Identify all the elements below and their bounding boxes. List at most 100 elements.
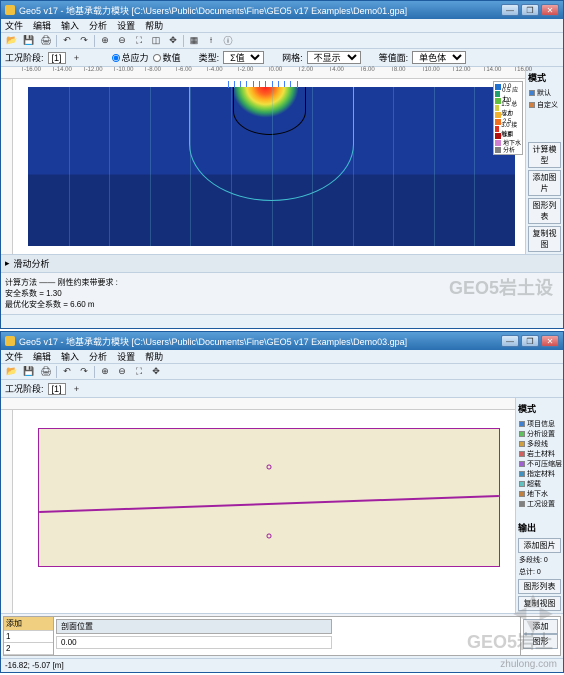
add-button[interactable]: 添加 xyxy=(523,619,558,634)
zoom-window-icon[interactable]: ◫ xyxy=(149,34,163,48)
mode-item[interactable]: 项目信息 xyxy=(518,419,561,429)
mode-default[interactable]: 默认 xyxy=(528,88,561,98)
add-pic-button[interactable]: 添加图片 xyxy=(518,538,561,553)
mode-item[interactable]: 地下水 xyxy=(518,489,561,499)
copy-view-button[interactable]: 复制视图 xyxy=(528,226,561,252)
profile-canvas[interactable] xyxy=(13,410,515,585)
marker-2[interactable] xyxy=(267,533,272,538)
minimize-button[interactable]: — xyxy=(501,4,519,16)
save-icon[interactable]: 💾 xyxy=(22,34,36,48)
row-num-2[interactable]: 2 xyxy=(4,643,53,655)
titlebar[interactable]: Geo5 v17 - 地基承载力模块 [C:\Users\Public\Docu… xyxy=(1,332,563,350)
mesh-select[interactable]: 不显示 xyxy=(307,51,361,64)
zoom-out-icon[interactable]: ⊖ xyxy=(115,365,129,379)
redo-icon[interactable]: ↷ xyxy=(77,365,91,379)
app-icon xyxy=(5,336,15,346)
mode-panel: 模式 默认 自定义 计算模型 添加图片 图形列表 复制视图 xyxy=(525,67,563,254)
menu-edit[interactable]: 编辑 xyxy=(33,19,51,32)
close-button[interactable]: ✕ xyxy=(541,335,559,347)
mode-item[interactable]: 多段线 xyxy=(518,439,561,449)
menu-file[interactable]: 文件 xyxy=(5,350,23,363)
open-icon[interactable]: 📂 xyxy=(5,365,19,379)
mode-item[interactable]: 岩土材料 xyxy=(518,449,561,459)
menu-input[interactable]: 输入 xyxy=(61,19,79,32)
calc-model-button[interactable]: 计算模型 xyxy=(528,142,561,168)
radio-numeric[interactable]: 数值 xyxy=(153,51,181,64)
add-row-button[interactable]: 添加 xyxy=(4,617,53,631)
results-title: 滑动分析 xyxy=(14,257,50,270)
zoom-fit-icon[interactable]: ⛶ xyxy=(132,365,146,379)
print-icon[interactable]: 🖨 xyxy=(39,34,53,48)
zoom-in-icon[interactable]: ⊕ xyxy=(98,34,112,48)
cell-1[interactable]: 0.00 xyxy=(56,636,332,649)
mode-item[interactable]: 超载 xyxy=(518,479,561,489)
app-icon xyxy=(5,5,15,15)
soil-region xyxy=(38,428,500,567)
info-icon[interactable]: ⓘ xyxy=(221,34,235,48)
zoom-in-icon[interactable]: ⊕ xyxy=(98,365,112,379)
open-icon[interactable]: 📂 xyxy=(5,34,19,48)
menubar: 文件 编辑 输入 分析 设置 帮助 xyxy=(1,350,563,364)
count-total: 总计: 0 xyxy=(518,567,561,577)
mode-item[interactable]: 工况设置 xyxy=(518,499,561,509)
undo-icon[interactable]: ↶ xyxy=(60,34,74,48)
menu-settings[interactable]: 设置 xyxy=(117,350,135,363)
pan-icon[interactable]: ✥ xyxy=(166,34,180,48)
analysis-canvas[interactable]: 0.00.5 应力1.01.5 总应力2.02.53.0 接触面3.5地下水分析 xyxy=(13,79,525,254)
mode-item[interactable]: 分析设置 xyxy=(518,429,561,439)
window-analysis: Geo5 v17 - 地基承载力模块 [C:\Users\Public\Docu… xyxy=(0,0,564,329)
menu-edit[interactable]: 编辑 xyxy=(33,350,51,363)
maximize-button[interactable]: ❐ xyxy=(521,335,539,347)
menu-analysis[interactable]: 分析 xyxy=(89,19,107,32)
zoom-fit-icon[interactable]: ⛶ xyxy=(132,34,146,48)
stage-add-icon[interactable]: + xyxy=(70,51,84,65)
surface-select[interactable]: 单色体 xyxy=(412,51,466,64)
pan-icon[interactable]: ✥ xyxy=(149,365,163,379)
ruler-vertical xyxy=(1,410,13,613)
menu-help[interactable]: 帮助 xyxy=(145,350,163,363)
graph-list-button[interactable]: 图形列表 xyxy=(518,579,561,594)
var-select[interactable]: Σ值 xyxy=(223,51,264,64)
copy-view-button[interactable]: 复制视图 xyxy=(518,596,561,611)
print-icon[interactable]: 🖨 xyxy=(39,365,53,379)
close-button[interactable]: ✕ xyxy=(541,4,559,16)
maximize-button[interactable]: ❐ xyxy=(521,4,539,16)
failure-wedge xyxy=(233,87,306,135)
stage-add-icon[interactable]: + xyxy=(70,382,84,396)
stage-selector[interactable]: [1] xyxy=(48,52,66,64)
ruler-vertical xyxy=(1,79,13,254)
control-bar: 工况阶段: [1] + xyxy=(1,380,563,398)
zoom-out-icon[interactable]: ⊖ xyxy=(115,34,129,48)
mode-custom[interactable]: 自定义 xyxy=(528,100,561,110)
mode-item[interactable]: 不可压缩层 xyxy=(518,459,561,469)
menu-analysis[interactable]: 分析 xyxy=(89,350,107,363)
footer-watermark: zhulong.com xyxy=(500,659,557,670)
mode-item[interactable]: 指定材料 xyxy=(518,469,561,479)
expand-icon[interactable]: ▸ xyxy=(5,258,10,269)
graph-button[interactable]: 图形 xyxy=(523,634,558,649)
mesh-icon[interactable]: ▦ xyxy=(187,34,201,48)
redo-icon[interactable]: ↷ xyxy=(77,34,91,48)
minimize-button[interactable]: — xyxy=(501,335,519,347)
save-icon[interactable]: 💾 xyxy=(22,365,36,379)
stage-selector[interactable]: [1] xyxy=(48,383,66,395)
undo-icon[interactable]: ↶ xyxy=(60,365,74,379)
ruler-icon[interactable]: ⟊ xyxy=(204,34,218,48)
add-pic-button[interactable]: 添加图片 xyxy=(528,170,561,196)
menu-file[interactable]: 文件 xyxy=(5,19,23,32)
control-bar: 工况阶段: [1] + 总应力 数值 类型: Σ值 网格: 不显示 等值面: 单… xyxy=(1,49,563,67)
marker-1[interactable] xyxy=(267,465,272,470)
menu-help[interactable]: 帮助 xyxy=(145,19,163,32)
titlebar[interactable]: Geo5 v17 - 地基承载力模块 [C:\Users\Public\Docu… xyxy=(1,1,563,19)
result-line-3: 最优化安全系数 = 6.60 m xyxy=(5,299,559,310)
radio-total-stress[interactable]: 总应力 xyxy=(112,51,149,64)
menu-input[interactable]: 输入 xyxy=(61,350,79,363)
col-header-1: 剖面位置 xyxy=(56,619,332,634)
stages-label: 工况阶段: xyxy=(5,382,44,395)
menu-settings[interactable]: 设置 xyxy=(117,19,135,32)
ruler-horizontal xyxy=(1,398,515,410)
results-panel: ▸ 滑动分析 计算方法 —— 刚性约束带要求 : 安全系数 = 1.30 最优化… xyxy=(1,254,563,314)
graph-list-button[interactable]: 图形列表 xyxy=(528,198,561,224)
window-title: Geo5 v17 - 地基承载力模块 [C:\Users\Public\Docu… xyxy=(19,4,407,17)
row-num-1[interactable]: 1 xyxy=(4,631,53,643)
